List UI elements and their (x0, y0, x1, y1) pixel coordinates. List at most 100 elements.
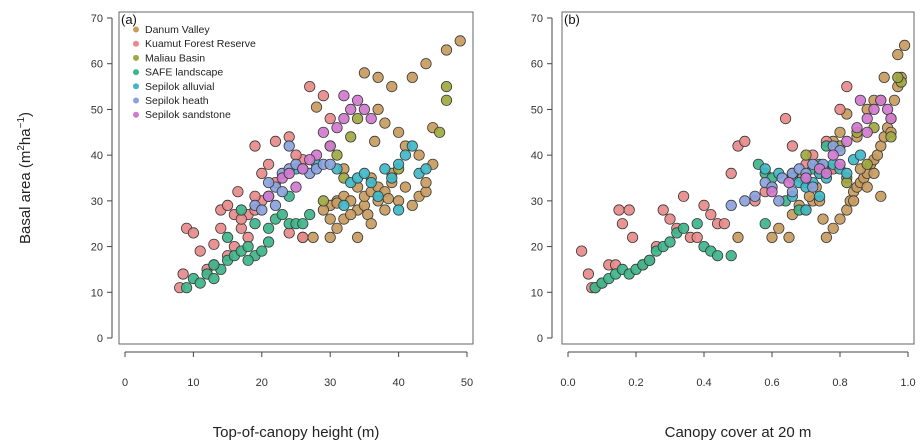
data-point (324, 113, 336, 125)
data-point (358, 67, 370, 79)
data-point (365, 177, 377, 189)
data-point (358, 167, 370, 179)
data-point (739, 195, 751, 207)
y-axis-title-mid: ha (17, 128, 34, 145)
data-point (331, 222, 343, 234)
legend-marker (133, 26, 139, 33)
legend: Danum Valley Kuamut Forest Reserve Maliau … (133, 24, 256, 121)
data-point (739, 135, 751, 147)
data-point (372, 71, 384, 84)
data-point (440, 94, 453, 106)
data-point (875, 190, 887, 202)
series-sepilok-sandstone (766, 94, 897, 198)
data-point (861, 181, 873, 193)
data-point (786, 140, 799, 152)
data-point (297, 231, 309, 243)
data-point (841, 81, 853, 93)
legend-label: SAFE landscape (145, 67, 223, 79)
data-point (698, 199, 710, 211)
data-point (841, 167, 853, 179)
legend-marker (133, 111, 139, 118)
panel-b: 0 10 20 30 40 50 60 70 0.0 0.2 0.4 0.6 0.8 1.0 (b) (531, 11, 916, 389)
data-point (854, 149, 867, 161)
y-tick-label: 0 (537, 333, 543, 345)
data-point (208, 238, 220, 250)
data-point (310, 101, 323, 113)
data-point (304, 81, 316, 93)
legend-marker (133, 69, 139, 76)
data-point (331, 122, 343, 134)
legend-label: Sepilok alluvial (145, 81, 214, 93)
data-point (345, 209, 357, 221)
y-tick-label: 50 (91, 104, 103, 116)
data-point (827, 222, 839, 234)
y-tick-label: 60 (531, 59, 543, 71)
data-point (372, 103, 384, 116)
data-point (324, 213, 336, 225)
data-point (440, 44, 453, 56)
data-point (262, 190, 275, 202)
data-point (392, 158, 405, 170)
data-point (691, 218, 703, 230)
data-point (623, 204, 635, 216)
data-point (413, 149, 425, 161)
data-point (433, 126, 446, 138)
data-point (324, 158, 336, 170)
data-point (420, 177, 432, 189)
data-point (691, 231, 703, 243)
y-axis-title: Basal area (m2ha−1) (16, 112, 34, 244)
data-point (338, 90, 350, 102)
data-point (379, 117, 391, 129)
y-tick-label: 10 (91, 287, 103, 299)
data-point (725, 250, 737, 262)
x-tick-label: 30 (324, 377, 336, 389)
data-point (317, 126, 329, 138)
data-point (232, 186, 244, 198)
plot-frame (118, 11, 474, 345)
data-point (582, 268, 595, 280)
data-point (399, 149, 411, 161)
data-point (759, 218, 771, 230)
data-point (851, 122, 863, 134)
data-point (242, 254, 254, 266)
legend-label: Kuamut Forest Reserve (145, 38, 256, 50)
data-point (406, 71, 418, 84)
legend-label: Danum Valley (145, 24, 210, 36)
data-point (194, 277, 206, 289)
data-point (345, 131, 357, 143)
data-point (454, 35, 466, 47)
y-tick-label: 0 (97, 333, 103, 345)
data-point (208, 272, 220, 285)
data-point (705, 209, 717, 221)
data-point (283, 140, 295, 152)
data-point (861, 113, 873, 125)
legend-marker (133, 54, 139, 61)
data-point (283, 167, 295, 179)
x-tick-label: 0 (122, 377, 128, 389)
data-point (297, 163, 309, 175)
data-point (898, 39, 911, 52)
data-point (783, 177, 795, 189)
data-point (307, 231, 319, 243)
data-point (187, 227, 199, 239)
panel-label: (a) (121, 12, 137, 27)
data-point (657, 204, 669, 216)
data-point (749, 190, 761, 202)
data-point (317, 90, 329, 102)
data-point (406, 199, 418, 211)
data-point (262, 158, 275, 170)
data-point (222, 231, 234, 243)
data-point (386, 81, 398, 93)
legend-marker (133, 40, 139, 47)
data-point (304, 154, 316, 166)
x-tick-label: 0.0 (560, 377, 575, 389)
data-point (773, 195, 785, 207)
data-point (613, 204, 625, 216)
data-point (215, 222, 227, 234)
data-point (420, 163, 432, 175)
data-point (358, 103, 370, 116)
data-point (406, 140, 418, 152)
data-point (626, 231, 639, 243)
series-sepilok-sandstone (262, 90, 377, 202)
y-axis-title-sup2: −1 (16, 117, 27, 129)
